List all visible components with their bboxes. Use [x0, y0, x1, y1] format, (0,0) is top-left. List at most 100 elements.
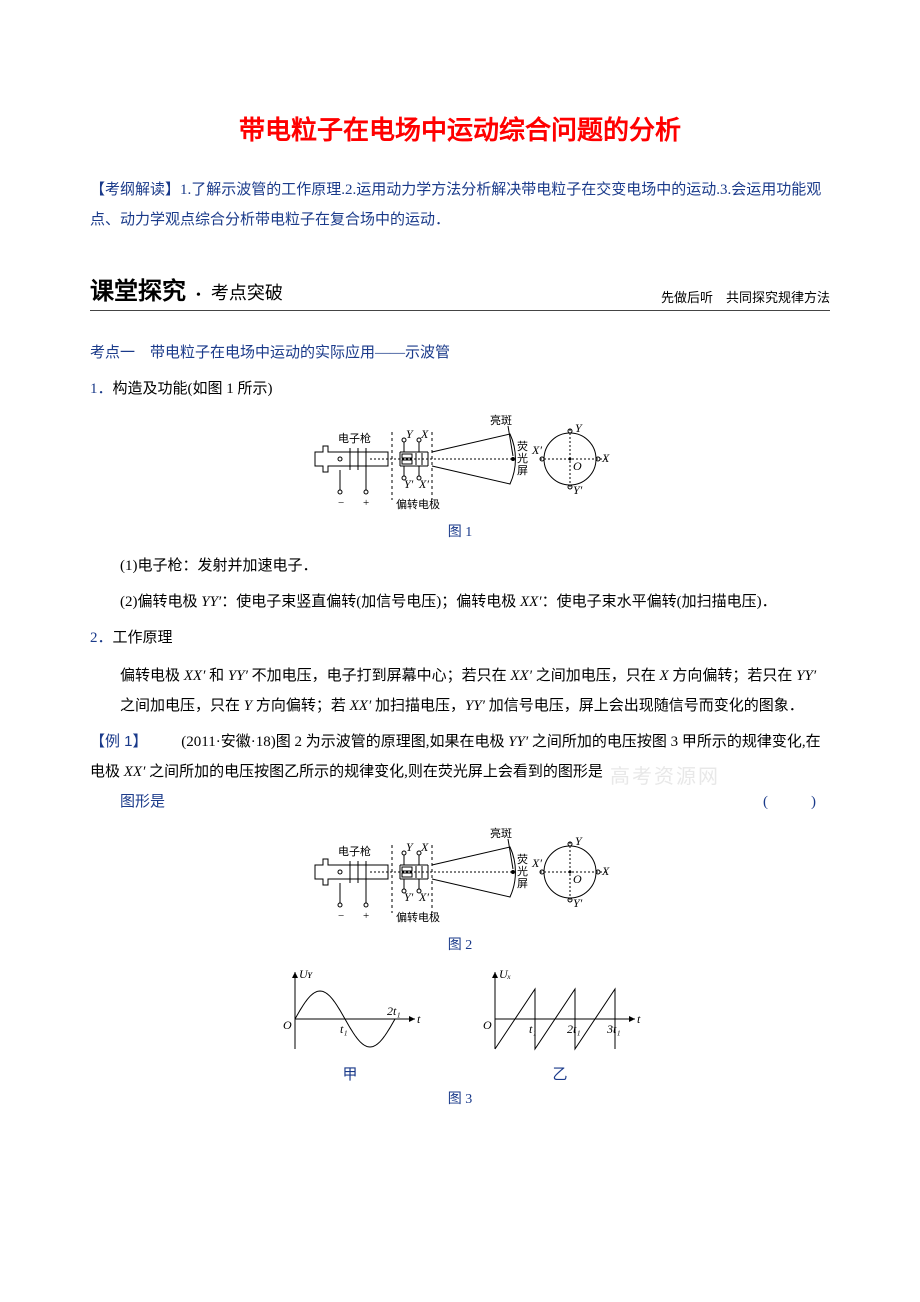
waveform-yi: UₓOtt₁2t₁3t₁ [475, 964, 645, 1054]
svg-text:Y′: Y′ [404, 477, 414, 491]
svg-text:电子枪: 电子枪 [338, 844, 371, 858]
p2g: 方向偏转；若 [252, 698, 350, 714]
svg-text:2t₁: 2t₁ [387, 1004, 401, 1018]
p2i: 加信号电压，屏上会出现随信号而变化的图象． [485, 698, 804, 714]
item-1-num: 1． [90, 381, 113, 397]
svg-text:偏转电极: 偏转电极 [396, 910, 440, 924]
section-dot: • [192, 288, 205, 304]
p2f: 之间加电压，只在 [120, 698, 244, 714]
svg-text:Uʏ: Uʏ [299, 967, 314, 981]
p2a: 偏转电极 [120, 668, 184, 684]
intro-paragraph: 【考纲解读】1.了解示波管的工作原理.2.运用动力学方法分析解决带电粒子在交变电… [90, 175, 830, 235]
svg-text:Y: Y [575, 834, 583, 848]
page-title: 带电粒子在电场中运动综合问题的分析 [90, 110, 830, 147]
ex1c: 之间所加的电压按图乙所示的规律变化,则在荧光屏上会看到的图形是 [145, 764, 603, 780]
sub-item-1-1: (1)电子枪：发射并加速电子． [120, 551, 830, 581]
answer-paren: ( ) [763, 787, 830, 817]
svg-text:光: 光 [517, 451, 528, 465]
example-1: 高考资源网 【例 1】 (2011·安徽·18)图 2 为示波管的原理图,如果在… [90, 727, 830, 817]
p2yy2: YY′ [796, 668, 816, 684]
figure-3-jia-wrap: Uʏ Ot t₁ 2t₁ 甲 [275, 964, 425, 1084]
kaodian-1-title: 考点一 带电粒子在电场中运动的实际应用——示波管 [90, 341, 830, 362]
p2c: 不加电压，电子打到屏幕中心；若只在 [248, 668, 511, 684]
svg-text:t: t [637, 1012, 641, 1026]
item-2-text: 工作原理 [113, 630, 173, 646]
svg-text:X′: X′ [418, 477, 429, 491]
svg-text:Y: Y [406, 427, 414, 441]
figure-2: − + 电子枪偏转电极 亮斑荧光屏 Y Y′ X X′ Y Y′ X X′ O [90, 825, 830, 930]
figure-3: Uʏ Ot t₁ 2t₁ 甲 Uₓ Ot t₁ 2t₁ 3t₁ 乙 [90, 964, 830, 1084]
svg-text:X: X [601, 864, 610, 878]
svg-text:Y′: Y′ [573, 896, 583, 910]
sub2-b: ：使电子束竖直偏转(加信号电压)；偏转电极 [221, 594, 520, 610]
svg-text:Y′: Y′ [404, 890, 414, 904]
sub-item-1-2: (2)偏转电极 YY′：使电子束竖直偏转(加信号电压)；偏转电极 XX′：使电子… [120, 587, 830, 617]
svg-text:Y: Y [406, 840, 414, 854]
item-1-text: 构造及功能(如图 1 所示) [113, 381, 273, 397]
svg-text:亮斑: 亮斑 [490, 826, 512, 840]
oscilloscope-diagram-2: − + 电子枪偏转电极 亮斑荧光屏 Y Y′ X X′ Y Y′ X X′ O [310, 825, 610, 925]
svg-text:t₁: t₁ [340, 1022, 348, 1036]
example-1-tag: 【例 1】 [90, 733, 148, 750]
svg-text:3t₁: 3t₁ [606, 1022, 621, 1036]
svg-text:X: X [420, 840, 429, 854]
p2b: 和 [205, 668, 228, 684]
p2xx3: XX′ [350, 698, 372, 714]
svg-text:荧: 荧 [517, 852, 528, 866]
section-name: 课堂探究 [90, 271, 186, 306]
svg-text:X: X [601, 451, 610, 465]
figure-3-yi-wrap: UₓOtt₁2t₁3t₁ 乙 [475, 964, 645, 1084]
svg-text:Y′: Y′ [573, 483, 583, 497]
sub2-yy: YY′ [201, 594, 221, 610]
svg-text:屏: 屏 [517, 877, 528, 890]
sub2-c: ：使电子束水平偏转(加扫描电压)． [542, 594, 777, 610]
section-note: 先做后听 共同探究规律方法 [661, 287, 830, 306]
oscilloscope-diagram-1: −+电子枪偏转电极亮斑荧光屏YY′XX′YY′XX′O [310, 412, 610, 512]
ex1yy: YY′ [508, 734, 528, 750]
svg-text:电子枪: 电子枪 [338, 431, 371, 445]
label-yi: 乙 [475, 1063, 645, 1084]
svg-text:+: + [363, 497, 369, 509]
svg-text:2t₁: 2t₁ [567, 1022, 581, 1036]
item-1: 1．构造及功能(如图 1 所示) [90, 374, 830, 404]
svg-text:X: X [420, 427, 429, 441]
figure-1-caption: 图 1 [90, 521, 830, 541]
svg-text:O: O [283, 1018, 292, 1032]
item-2-num: 2． [90, 630, 113, 646]
svg-text:荧: 荧 [517, 439, 528, 453]
sub2-xx: XX′ [520, 594, 542, 610]
svg-text:Y: Y [575, 421, 583, 435]
svg-text:O: O [573, 459, 582, 473]
svg-text:偏转电极: 偏转电极 [396, 497, 440, 511]
section-left: 课堂探究 • 考点突破 [90, 271, 283, 306]
svg-text:光: 光 [517, 864, 528, 878]
svg-text:t: t [417, 1012, 421, 1026]
ex1xx: XX′ [124, 764, 146, 780]
p2h: 加扫描电压， [371, 698, 465, 714]
item-2-para: 偏转电极 XX′ 和 YY′ 不加电压，电子打到屏幕中心；若只在 XX′ 之间加… [120, 661, 830, 721]
svg-text:屏: 屏 [517, 464, 528, 477]
p2yy1: YY′ [228, 668, 248, 684]
svg-text:+: + [363, 910, 369, 922]
label-jia: 甲 [275, 1063, 425, 1084]
svg-text:−: − [338, 910, 344, 922]
svg-text:O: O [573, 872, 582, 886]
p2X: X [660, 668, 669, 684]
item-2: 2．工作原理 [90, 623, 830, 653]
svg-text:Uₓ: Uₓ [499, 967, 511, 981]
p2e: 方向偏转；若只在 [669, 668, 797, 684]
p2Y: Y [244, 698, 252, 714]
figure-1: −+电子枪偏转电极亮斑荧光屏YY′XX′YY′XX′O [90, 412, 830, 517]
sub2-a: (2)偏转电极 [120, 594, 201, 610]
svg-text:X′: X′ [531, 443, 542, 457]
waveform-jia: Uʏ Ot t₁ 2t₁ [275, 964, 425, 1054]
svg-text:t₁: t₁ [529, 1022, 537, 1036]
p2yy3: YY′ [465, 698, 485, 714]
svg-text:X′: X′ [418, 890, 429, 904]
p2d: 之间加电压，只在 [532, 668, 660, 684]
svg-text:−: − [338, 497, 344, 509]
section-sub: 考点突破 [211, 279, 283, 305]
ex1a: (2011·安徽·18)图 2 为示波管的原理图,如果在电极 [181, 734, 508, 750]
p2xx2: XX′ [510, 668, 532, 684]
svg-text:X′: X′ [531, 856, 542, 870]
